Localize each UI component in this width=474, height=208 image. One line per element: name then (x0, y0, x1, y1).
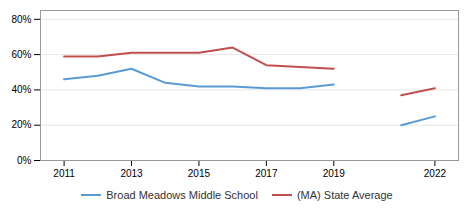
svg-text:80%: 80% (11, 14, 31, 25)
html-text:Broad Meadows Middle School: Broad Meadows Middle School (106, 189, 258, 201)
svg-text:2011: 2011 (53, 168, 75, 179)
svg-text:20%: 20% (11, 119, 31, 130)
svg-text:0%: 0% (17, 155, 32, 166)
html-text:(MA) State Average: (MA) State Average (296, 189, 393, 201)
svg-text:60%: 60% (11, 49, 31, 60)
svg-text:2017: 2017 (255, 168, 278, 179)
svg-text:2015: 2015 (188, 168, 211, 179)
svg-text:40%: 40% (11, 84, 31, 95)
svg-text:2019: 2019 (323, 168, 346, 179)
svg-text:2022: 2022 (424, 168, 447, 179)
svg-text:2013: 2013 (120, 168, 143, 179)
